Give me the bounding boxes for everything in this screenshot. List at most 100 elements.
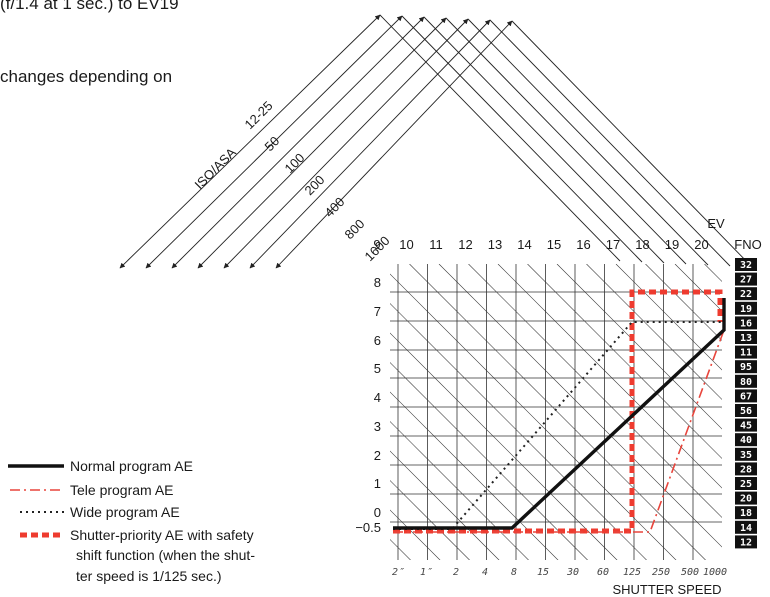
fno-tick: 20 — [740, 494, 752, 505]
legend: Normal program AE Tele program AE Wide pro… — [8, 458, 255, 584]
fno-tick: 25 — [740, 479, 752, 490]
shutter-tick: 15 — [537, 567, 549, 578]
iso-arrow-up — [249, 19, 491, 269]
av-tick: 1 — [374, 476, 381, 491]
ev-tick: 18 — [635, 237, 649, 252]
ev-tick: 13 — [488, 237, 502, 252]
shutter-tick: 125 — [623, 567, 641, 578]
fno-cell — [735, 301, 757, 315]
grid-diagonal — [556, 264, 722, 430]
shutter-title: SHUTTER SPEED — [612, 582, 721, 597]
fno-cell — [735, 287, 757, 301]
ev-tick: 16 — [576, 237, 590, 252]
fno-cell — [735, 404, 757, 417]
shutter-tick: 8 — [511, 567, 517, 578]
av-tick: −0.5 — [355, 520, 381, 535]
grid-diagonal — [390, 391, 559, 560]
ev-tick: 19 — [665, 237, 679, 252]
legend-normal-label: Normal program AE — [70, 458, 193, 474]
fno-cell — [735, 462, 757, 476]
ev-title: EV — [707, 216, 725, 231]
av-tick: 3 — [374, 419, 381, 434]
av-tick: 5 — [374, 361, 381, 376]
iso-value: 800 — [342, 216, 368, 242]
iso-arrow-up — [171, 16, 425, 269]
shutter-tick: 4 — [482, 567, 488, 578]
legend-shutter-note: shift function (when the shut- — [76, 547, 255, 563]
grid-diagonal — [390, 362, 588, 560]
ev-tick: 12 — [458, 237, 472, 252]
fno-cell — [735, 272, 757, 286]
fno-tick: 56 — [740, 406, 752, 417]
fno-cell — [735, 447, 757, 461]
grid-diagonal — [390, 509, 441, 560]
grid-diagonal — [409, 264, 706, 560]
grid-diagonal — [468, 264, 722, 518]
av-tick: 4 — [374, 390, 381, 405]
fno-cell — [735, 491, 757, 505]
ev-tick: 15 — [547, 237, 561, 252]
fno-tick: 35 — [740, 450, 752, 461]
shutter-tick: 30 — [566, 567, 579, 578]
fno-tick: 13 — [740, 333, 752, 344]
iso-value: 200 — [302, 172, 328, 198]
fno-tick: 22 — [740, 289, 752, 300]
shutter-tick: 2 — [453, 567, 459, 578]
fno-cell — [735, 520, 757, 534]
fno-cell — [735, 316, 757, 330]
ev-tick: 11 — [429, 237, 443, 252]
grid-diagonal — [615, 264, 722, 371]
ev-tick: 14 — [517, 237, 531, 252]
fno-cell — [735, 258, 757, 271]
grid-diagonal — [390, 421, 529, 560]
fno-cell — [735, 345, 757, 359]
fno-tick: 19 — [740, 304, 752, 315]
legend-wide-label: Wide program AE — [70, 504, 180, 520]
fno-cell — [735, 389, 757, 403]
av-tick: 6 — [374, 333, 381, 348]
grid-diagonal — [438, 264, 722, 548]
ev-tick: 17 — [606, 237, 620, 252]
fno-cell — [735, 433, 757, 447]
fno-tick: 11 — [740, 348, 752, 359]
fno-cell — [735, 535, 757, 549]
fno-tick: 32 — [740, 260, 752, 271]
fno-tick: 40 — [740, 435, 752, 446]
av-tick: 0 — [374, 505, 381, 520]
shutter-tick: 1000 — [703, 567, 727, 578]
fno-tick: 45 — [740, 421, 752, 432]
iso-label: ISO/ASA — [192, 144, 240, 192]
av-tick: 8 — [374, 275, 381, 290]
grid — [390, 264, 722, 560]
grid-diagonal — [390, 450, 500, 560]
shutter-tick: 250 — [652, 567, 670, 578]
fno-tick: 12 — [740, 537, 752, 548]
iso-arrow-up — [119, 14, 381, 269]
fno-column: 32 27 22 19 16 13 11 95 80 67 56 45 40 35 28 25 20 18 14 12 — [735, 258, 757, 549]
fno-tick: 28 — [740, 464, 752, 475]
fno-tick: 67 — [740, 391, 752, 402]
fno-tick: 18 — [740, 508, 752, 519]
axis-labels: 9 10 11 12 13 14 15 16 17 18 19 20EVFNO876543210−0.… — [355, 216, 761, 597]
fno-cell — [735, 506, 757, 520]
legend-shutter-note: ter speed is 1/125 sec.) — [76, 568, 222, 584]
legend-shutter-label: Shutter-priority AE with safety — [70, 527, 254, 543]
fno-tick: 27 — [740, 275, 752, 286]
program-curves — [393, 289, 726, 534]
av-tick: 2 — [374, 448, 381, 463]
grid-diagonal — [390, 303, 647, 560]
curve-tele — [393, 329, 725, 533]
ev-tick: 9 — [373, 237, 380, 252]
fno-tick: 14 — [740, 523, 752, 534]
iso-arrow-down — [511, 20, 753, 268]
shutter-tick: 2″ — [392, 567, 405, 578]
fno-tick: 95 — [740, 362, 752, 373]
fno-cell — [735, 360, 757, 374]
curve-wide — [393, 321, 722, 530]
fno-cell — [735, 374, 757, 388]
grid-diagonal — [497, 264, 722, 489]
iso-arrow-up — [275, 20, 513, 269]
shutter-tick: 1″ — [420, 567, 433, 578]
